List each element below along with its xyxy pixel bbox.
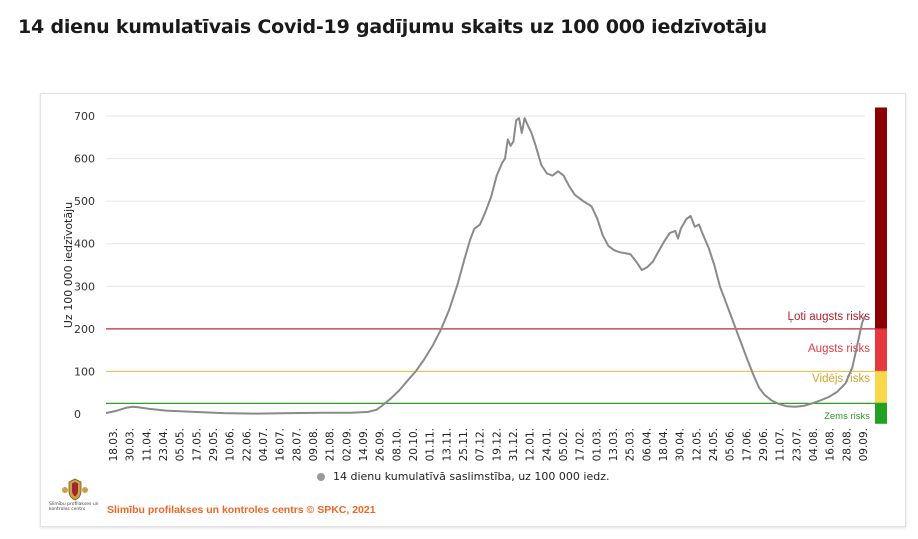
risk-band: [875, 403, 887, 424]
x-tick-label: 26.09.: [375, 428, 387, 461]
x-tick-label: 04.08.: [808, 428, 820, 461]
y-tick-label: 400: [74, 238, 95, 251]
y-tick-label: 700: [74, 110, 95, 123]
credit-text: Slimību profilakses un kontroles centrs …: [107, 504, 376, 516]
x-tick-label: 19.12.: [491, 428, 503, 461]
y-tick-label: 200: [74, 323, 95, 336]
x-tick-label: 13.03.: [608, 428, 620, 461]
x-tick-label: 17.05.: [191, 428, 203, 461]
x-tick-label: 20.10.: [408, 428, 420, 461]
x-tick-label: 11.04.: [141, 428, 153, 461]
x-tick-label: 07.12.: [475, 428, 487, 461]
x-tick-label: 17.06.: [741, 428, 753, 461]
risk-band: [875, 328, 887, 372]
x-tick-label: 05.06.: [725, 428, 737, 461]
x-tick-label: 16.07.: [275, 428, 287, 461]
x-tick-label: 10.06.: [225, 428, 237, 461]
x-tick-label: 05.02.: [558, 428, 570, 461]
x-tick-label: 13.11.: [441, 428, 453, 461]
x-tick-label: 18.04.: [658, 428, 670, 461]
x-tick-label: 02.09.: [341, 428, 353, 461]
x-tick-label: 01.11.: [425, 428, 437, 461]
risk-label: Vidējs risks: [812, 373, 870, 385]
chart-card: 0 100 200 300 400 500 600 700 Uz 100 000 iedzīvo…: [40, 93, 906, 527]
x-tick-label: 29.06.: [758, 428, 770, 461]
series-line: [105, 117, 866, 415]
y-tick-label: 500: [74, 195, 95, 208]
x-tick-label: 05.05.: [175, 428, 187, 461]
x-tick-label: 30.04.: [675, 428, 687, 461]
x-tick-label: 12.01.: [525, 428, 537, 461]
x-tick-label: 09.09.: [858, 428, 870, 461]
x-tick-label: 25.11.: [458, 428, 470, 461]
x-tick-label: 14.09.: [358, 428, 370, 461]
page-title: 14 dienu kumulatīvais Covid-19 gadījumu …: [18, 16, 767, 38]
legend[interactable]: 14 dienu kumulatīvā saslimstība, uz 100 …: [317, 470, 610, 483]
x-tick-label: 16.08.: [825, 428, 837, 461]
x-tick-label: 06.04.: [641, 428, 653, 461]
y-tick-label: 0: [74, 408, 81, 421]
x-tick-label: 30.03.: [125, 428, 137, 461]
x-tick-label: 22.06.: [241, 428, 253, 461]
risk-label: Zems risks: [824, 411, 870, 422]
chart-plot: 0 100 200 300 400 500 600 700 Uz 100 000 iedzīvo…: [62, 107, 887, 461]
x-tick-label: 11.07.: [775, 428, 787, 461]
x-tick-label: 25.03.: [625, 428, 637, 461]
x-tick-label: 28.07.: [291, 428, 303, 461]
x-tick-label: 12.05.: [691, 428, 703, 461]
x-tick-label: 31.12.: [508, 428, 520, 461]
x-tick-label: 23.07.: [791, 428, 803, 461]
x-tick-label: 24.01.: [541, 428, 553, 461]
x-tick-label: 24.05.: [708, 428, 720, 461]
x-tick-label: 17.02.: [575, 428, 587, 461]
risk-band: [875, 107, 887, 329]
x-tick-label: 18.03.: [108, 428, 120, 461]
y-tick-label: 100: [74, 365, 95, 378]
x-tick-label: 23.04.: [158, 428, 170, 461]
x-tick-label: 29.05.: [208, 428, 220, 461]
y-axis-title: Uz 100 000 iedzīvotāju: [62, 202, 75, 328]
risk-band: [875, 371, 887, 404]
risk-label: Augsts risks: [808, 343, 870, 355]
legend-marker: [317, 472, 325, 481]
x-tick-label: 28.08.: [841, 428, 853, 461]
logo-caption: Slimību profilakses un kontroles centrs: [49, 502, 99, 512]
x-tick-label: 01.03.: [591, 428, 603, 461]
y-tick-label: 600: [74, 153, 95, 166]
y-tick-label: 300: [74, 280, 95, 293]
x-tick-label: 21.08.: [325, 428, 337, 461]
legend-label: 14 dienu kumulatīvā saslimstība, uz 100 …: [333, 470, 610, 483]
x-tick-label: 08.10.: [391, 428, 403, 461]
x-tick-label: 04.07.: [258, 428, 270, 461]
coat-of-arms-icon: [62, 478, 88, 501]
x-tick-label: 09.08.: [308, 428, 320, 461]
risk-label: Ļoti augsts risks: [788, 311, 871, 323]
